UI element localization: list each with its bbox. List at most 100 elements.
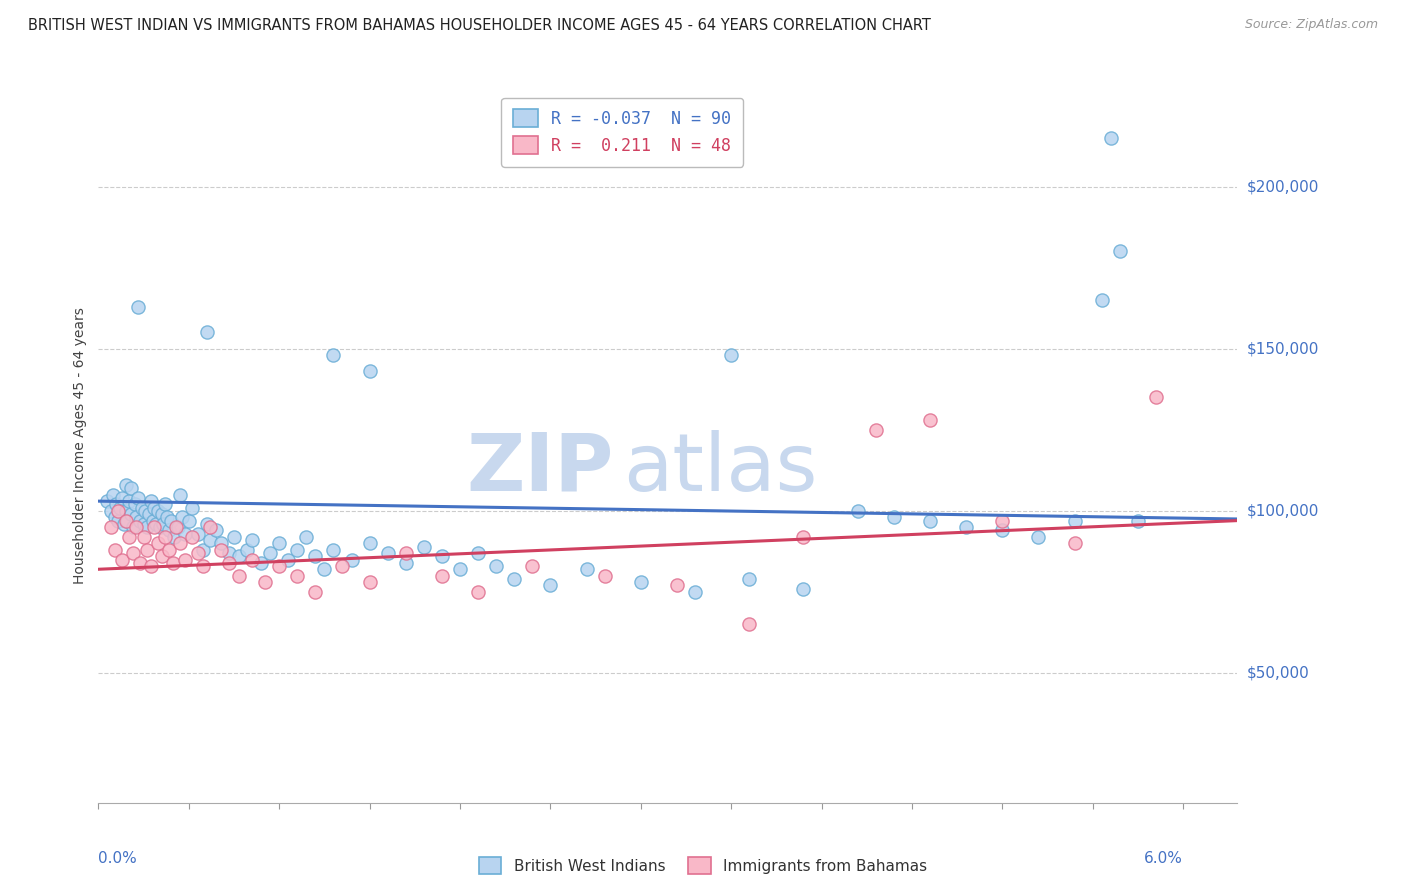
- Point: [332, 559, 354, 574]
- Point: [155, 530, 177, 544]
- Point: [132, 530, 155, 544]
- Point: [174, 552, 197, 566]
- Point: [167, 520, 190, 534]
- Point: [738, 617, 761, 632]
- Point: [136, 520, 159, 534]
- Point: [269, 559, 291, 574]
- Point: [359, 575, 381, 590]
- Point: [124, 497, 146, 511]
- Point: [100, 504, 122, 518]
- Point: [195, 326, 218, 340]
- Point: [187, 546, 209, 560]
- Point: [218, 556, 240, 570]
- Point: [240, 552, 263, 566]
- Point: [738, 572, 761, 586]
- Text: atlas: atlas: [623, 430, 817, 508]
- Point: [143, 500, 166, 515]
- Point: [150, 507, 173, 521]
- Point: [1108, 244, 1130, 259]
- Legend: R = -0.037  N = 90, R =  0.211  N = 48: R = -0.037 N = 90, R = 0.211 N = 48: [502, 97, 744, 167]
- Point: [285, 542, 308, 557]
- Point: [1144, 390, 1167, 404]
- Point: [630, 575, 652, 590]
- Text: $200,000: $200,000: [1246, 179, 1319, 194]
- Point: [177, 514, 200, 528]
- Point: [165, 520, 187, 534]
- Point: [118, 494, 141, 508]
- Point: [304, 549, 326, 564]
- Point: [359, 536, 381, 550]
- Point: [120, 481, 142, 495]
- Point: [127, 300, 149, 314]
- Point: [340, 552, 363, 566]
- Point: [304, 585, 326, 599]
- Point: [157, 524, 180, 538]
- Point: [522, 559, 544, 574]
- Point: [155, 497, 177, 511]
- Point: [430, 568, 453, 582]
- Point: [792, 582, 814, 596]
- Point: [285, 568, 308, 582]
- Point: [129, 556, 152, 570]
- Point: [114, 478, 136, 492]
- Point: [430, 549, 453, 564]
- Point: [467, 585, 489, 599]
- Point: [250, 556, 273, 570]
- Point: [395, 546, 418, 560]
- Point: [134, 504, 156, 518]
- Point: [209, 542, 232, 557]
- Point: [142, 514, 165, 528]
- Point: [200, 533, 222, 547]
- Point: [157, 542, 180, 557]
- Point: [105, 497, 128, 511]
- Point: [139, 559, 162, 574]
- Point: [253, 575, 276, 590]
- Point: [156, 510, 179, 524]
- Point: [159, 514, 181, 528]
- Text: $150,000: $150,000: [1246, 342, 1319, 356]
- Point: [991, 514, 1014, 528]
- Point: [228, 549, 250, 564]
- Point: [146, 504, 169, 518]
- Point: [1126, 514, 1149, 528]
- Point: [162, 556, 184, 570]
- Point: [131, 500, 153, 515]
- Point: [359, 364, 381, 378]
- Point: [1063, 514, 1085, 528]
- Point: [132, 516, 155, 531]
- Point: [322, 348, 344, 362]
- Point: [107, 504, 129, 518]
- Point: [117, 514, 139, 528]
- Point: [136, 542, 159, 557]
- Point: [593, 568, 616, 582]
- Point: [269, 536, 291, 550]
- Text: BRITISH WEST INDIAN VS IMMIGRANTS FROM BAHAMAS HOUSEHOLDER INCOME AGES 45 - 64 Y: BRITISH WEST INDIAN VS IMMIGRANTS FROM B…: [28, 18, 931, 33]
- Point: [193, 559, 215, 574]
- Point: [883, 510, 905, 524]
- Point: [125, 520, 148, 534]
- Point: [277, 552, 299, 566]
- Point: [575, 562, 598, 576]
- Text: ZIP: ZIP: [467, 430, 613, 508]
- Point: [228, 568, 250, 582]
- Point: [538, 578, 561, 592]
- Point: [121, 520, 143, 534]
- Point: [205, 524, 228, 538]
- Point: [322, 542, 344, 557]
- Text: $50,000: $50,000: [1246, 665, 1309, 681]
- Point: [138, 507, 160, 521]
- Text: 0.0%: 0.0%: [98, 852, 138, 866]
- Point: [193, 542, 215, 557]
- Point: [449, 562, 471, 576]
- Point: [1028, 530, 1050, 544]
- Point: [259, 546, 281, 560]
- Point: [120, 507, 142, 521]
- Point: [195, 516, 218, 531]
- Point: [187, 526, 209, 541]
- Point: [174, 526, 197, 541]
- Point: [991, 524, 1014, 538]
- Point: [146, 536, 169, 550]
- Point: [150, 549, 173, 564]
- Y-axis label: Householder Income Ages 45 - 64 years: Householder Income Ages 45 - 64 years: [73, 308, 87, 584]
- Point: [485, 559, 508, 574]
